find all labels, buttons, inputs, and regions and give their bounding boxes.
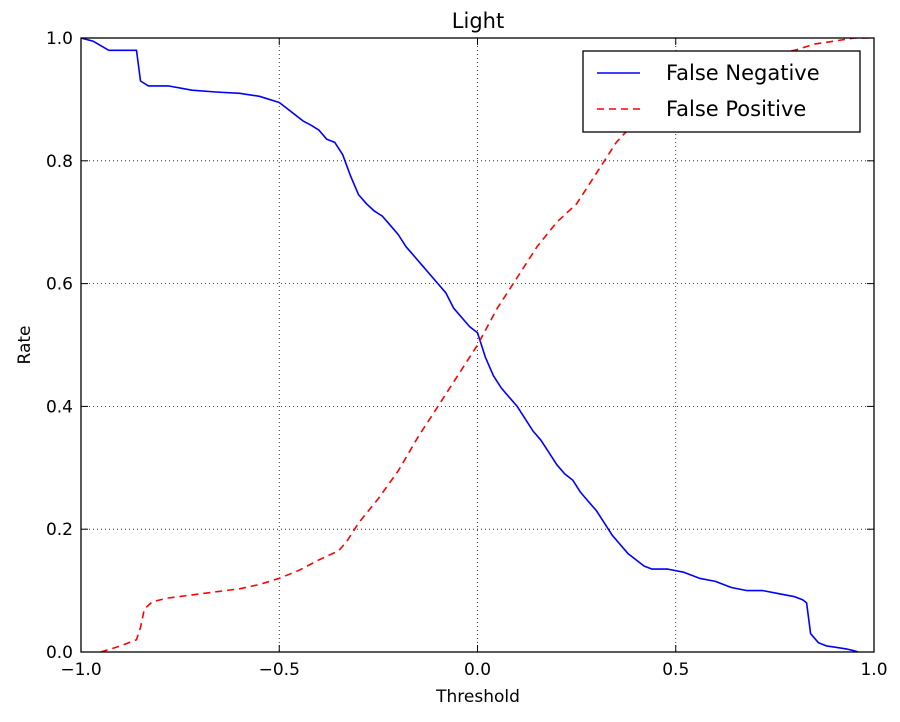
x-tick-label: 1.0 xyxy=(860,660,887,680)
y-tick-label: 0.4 xyxy=(46,397,73,417)
legend-label-false-negative: False Negative xyxy=(666,61,820,85)
x-tick-label: 0.0 xyxy=(464,660,491,680)
grid xyxy=(81,38,874,652)
legend: False Negative False Positive xyxy=(582,50,861,133)
x-tick-labels: −1.0 −0.5 0.0 0.5 1.0 xyxy=(60,660,887,680)
y-tick-label: 0.8 xyxy=(46,152,73,172)
y-tick-labels: 0.0 0.2 0.4 0.6 0.8 1.0 xyxy=(46,29,73,663)
y-axis-label: Rate xyxy=(15,326,35,365)
x-tick-label: −1.0 xyxy=(60,660,101,680)
y-tick-label: 0.6 xyxy=(46,275,73,295)
x-tick-label: 0.5 xyxy=(662,660,689,680)
legend-box xyxy=(582,50,861,133)
ticks xyxy=(80,37,875,653)
chart-title: Light xyxy=(452,9,504,33)
series-false-negative-line xyxy=(81,38,859,652)
y-tick-label: 1.0 xyxy=(46,29,73,49)
y-tick-label: 0.0 xyxy=(46,643,73,663)
legend-label-false-positive: False Positive xyxy=(666,97,806,121)
x-tick-label: −0.5 xyxy=(259,660,300,680)
x-axis-label: Threshold xyxy=(435,687,520,707)
y-tick-label: 0.2 xyxy=(46,520,73,540)
